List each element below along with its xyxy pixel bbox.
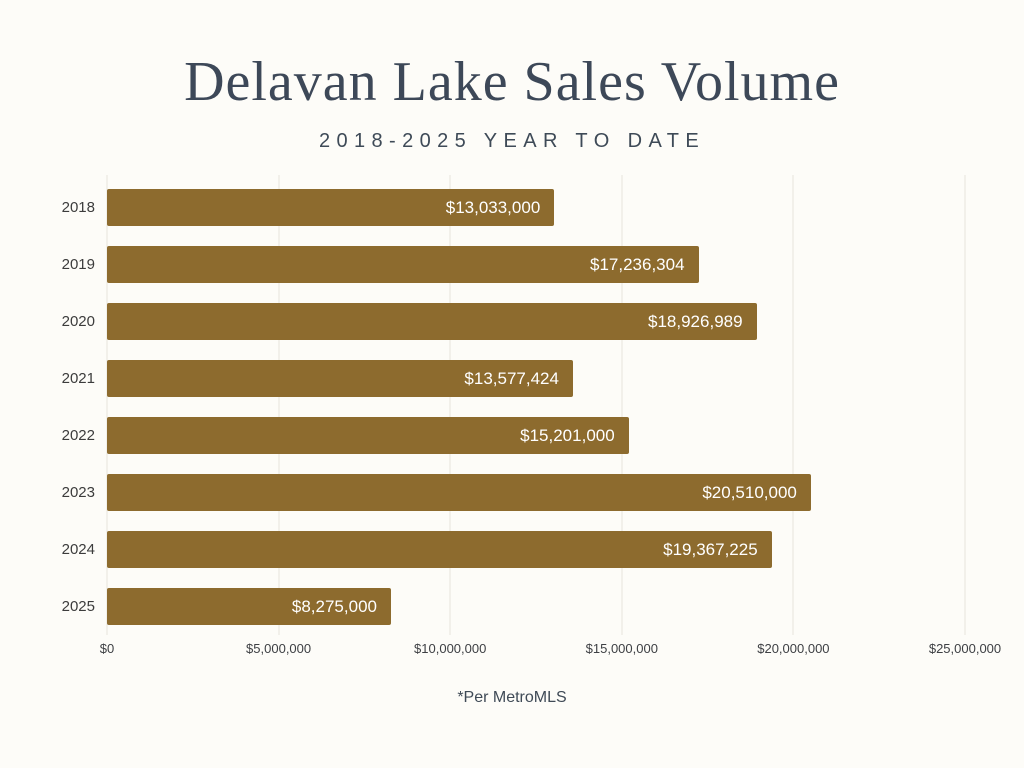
bar: $17,236,304 — [107, 246, 699, 284]
bar: $19,367,225 — [107, 531, 772, 569]
x-axis-tick-label: $5,000,000 — [246, 641, 312, 657]
bar: $20,510,000 — [107, 474, 811, 512]
bar-value-label: $20,510,000 — [702, 482, 797, 502]
bar-track: $20,510,000 — [107, 474, 965, 512]
axis-spacer — [0, 641, 107, 659]
chart-gridlines — [106, 175, 966, 636]
gridline — [964, 175, 966, 636]
bar-value-label: $15,201,000 — [520, 425, 615, 445]
bar-track: $18,926,989 — [107, 303, 965, 341]
x-axis-tick-label: $15,000,000 — [585, 641, 658, 657]
gridline — [449, 175, 451, 636]
bar-value-label: $19,367,225 — [663, 539, 758, 559]
bar: $13,033,000 — [107, 189, 555, 227]
chart-row: 2024 $19,367,225 — [0, 521, 1024, 578]
bar-value-label: $18,926,989 — [648, 311, 743, 331]
bar-track: $19,367,225 — [107, 531, 965, 569]
bar-track: $17,236,304 — [107, 246, 965, 284]
chart-row: 2018 $13,033,000 — [0, 179, 1024, 236]
page-subtitle: 2018-2025 YEAR TO DATE — [318, 130, 706, 153]
year-label: 2025 — [61, 598, 95, 616]
year-label: 2024 — [61, 541, 95, 559]
bar-value-label: $8,275,000 — [291, 596, 377, 616]
chart-rows: 2018 $13,033,000 2019 $17,236,304 2020 $18,92… — [0, 179, 1024, 635]
bar-track: $8,275,000 — [107, 588, 965, 626]
chart-row: 2022 $15,201,000 — [0, 407, 1024, 464]
chart-row: 2021 $13,577,424 — [0, 350, 1024, 407]
bar: $8,275,000 — [107, 588, 391, 626]
bar-value-label: $13,577,424 — [464, 368, 559, 388]
year-label: 2020 — [61, 313, 95, 331]
sales-volume-bar-chart: 2018 $13,033,000 2019 $17,236,304 2020 $18,92… — [0, 175, 1024, 659]
gridline — [621, 175, 623, 636]
bar: $13,577,424 — [107, 360, 573, 398]
year-label: 2023 — [61, 484, 95, 502]
chart-row: 2019 $17,236,304 — [0, 236, 1024, 293]
gridline — [278, 175, 280, 636]
chart-row: 2025 $8,275,000 — [0, 578, 1024, 635]
x-axis-ticks: $0 $5,000,000 $10,000,000 $15,000,000 $20,00… — [100, 641, 1001, 659]
bar: $15,201,000 — [107, 417, 629, 455]
gridline — [792, 175, 794, 636]
x-axis-tick-label: $25,000,000 — [928, 641, 1002, 657]
chart-plot-area: 2018 $13,033,000 2019 $17,236,304 2020 $18,92… — [0, 175, 1024, 636]
bar-track: $13,577,424 — [107, 360, 965, 398]
x-axis-tick-label: $0 — [99, 641, 115, 657]
source-note: *Per MetroMLS — [457, 689, 567, 707]
year-label: 2022 — [61, 427, 95, 445]
x-axis-tick-label: $20,000,000 — [757, 641, 830, 657]
year-label: 2018 — [61, 199, 95, 217]
year-label: 2021 — [61, 370, 95, 388]
gridline — [106, 175, 108, 636]
chart-row: 2020 $18,926,989 — [0, 293, 1024, 350]
chart-row: 2023 $20,510,000 — [0, 464, 1024, 521]
bar: $18,926,989 — [107, 303, 757, 341]
bar-track: $13,033,000 — [107, 189, 965, 227]
bar-track: $15,201,000 — [107, 417, 965, 455]
bar-value-label: $13,033,000 — [445, 197, 541, 217]
x-axis: $0 $5,000,000 $10,000,000 $15,000,000 $20,00… — [0, 641, 1024, 659]
x-axis-tick-label: $10,000,000 — [414, 641, 487, 657]
bar-value-label: $17,236,304 — [590, 254, 685, 274]
year-label: 2019 — [61, 256, 95, 274]
page-title: Delavan Lake Sales Volume — [184, 51, 840, 113]
